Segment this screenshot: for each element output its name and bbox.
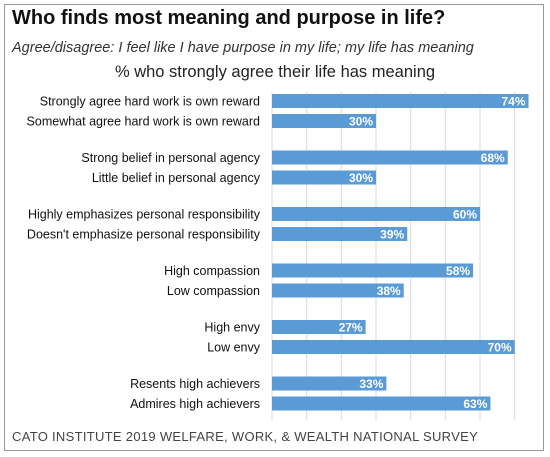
category-label: Strong belief in personal agency <box>81 151 260 165</box>
bar <box>272 396 491 411</box>
bar <box>272 263 474 278</box>
page-subtitle: Agree/disagree: I feel like I have purpo… <box>12 40 474 56</box>
data-label: 74% <box>502 95 526 109</box>
bar <box>272 283 404 298</box>
data-label: 30% <box>349 171 373 185</box>
category-label: Highly emphasizes personal responsibilit… <box>28 208 261 222</box>
bar <box>272 207 480 221</box>
data-label: 33% <box>359 377 383 391</box>
page-title: Who finds most meaning and purpose in li… <box>12 7 446 29</box>
category-label: Little belief in personal agency <box>92 171 261 185</box>
data-label: 39% <box>380 228 404 242</box>
bar <box>272 320 366 334</box>
category-label: Low compassion <box>167 284 260 298</box>
bar <box>272 376 387 391</box>
category-label: High envy <box>204 321 260 335</box>
category-label: Resents high achievers <box>130 377 260 391</box>
category-label: High compassion <box>164 264 260 278</box>
bar <box>272 114 376 128</box>
category-label: Doesn't emphasize personal responsibilit… <box>27 228 261 242</box>
data-label: 70% <box>488 341 512 355</box>
bar <box>272 150 508 165</box>
category-label: Strongly agree hard work is own reward <box>40 95 260 109</box>
data-label: 38% <box>377 284 401 298</box>
source-footer: CATO INSTITUTE 2019 WELFARE, WORK, & WEA… <box>12 429 479 444</box>
category-label: Low envy <box>207 341 261 355</box>
bar <box>272 170 376 185</box>
chart-title: % who strongly agree their life has mean… <box>114 63 436 81</box>
data-label: 27% <box>339 321 363 335</box>
bar <box>272 227 408 241</box>
data-label: 63% <box>463 397 487 411</box>
category-label: Admires high achievers <box>130 397 260 411</box>
data-label: 58% <box>446 264 470 278</box>
category-label: Somewhat agree hard work is own reward <box>27 115 260 129</box>
data-label: 60% <box>453 208 477 222</box>
data-label: 30% <box>349 115 373 129</box>
bar <box>272 94 529 108</box>
data-label: 68% <box>481 151 505 165</box>
bar <box>272 340 515 354</box>
